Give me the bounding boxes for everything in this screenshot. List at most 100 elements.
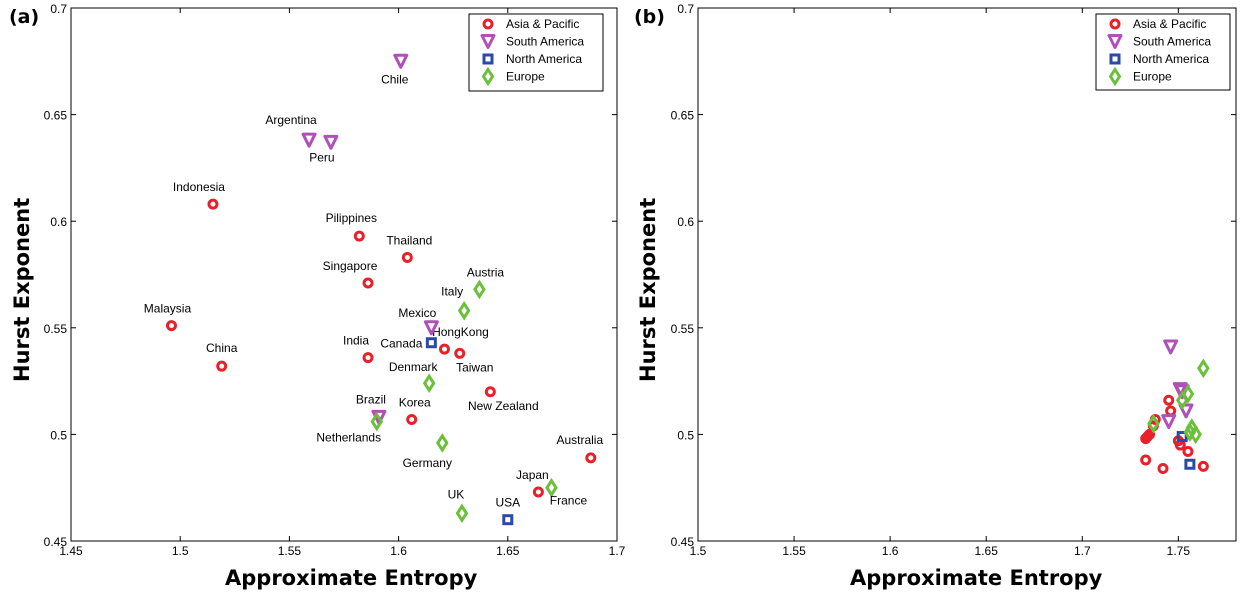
data-point-a [362,352,374,364]
point-label-a: Chile [381,72,409,86]
x-tick-label-a: 1.6 [390,544,407,558]
point-label-a: India [343,334,369,348]
data-point-b [1182,445,1194,457]
point-label-a: Australia [556,433,603,447]
panel-label-a: (a) [9,6,40,28]
data-point-a [370,411,384,432]
panel-label-b: (b) [634,6,665,28]
plot-frame-b [697,7,1237,542]
legend-marker-a [482,18,494,30]
plot-frame-a [70,7,618,542]
x-axis-label-a: Approximate Entropy [225,566,478,590]
data-point-b [1175,390,1189,411]
y-tick-label-b: 0.55 [671,322,695,336]
data-point-b [1161,414,1177,430]
point-label-a: Peru [309,150,334,164]
point-label-a: Singapore [323,259,378,273]
point-label-a: Japan [516,468,549,482]
x-tick-label-b: 1.65 [975,544,999,558]
data-point-a [502,514,514,526]
x-tick-label-b: 1.55 [782,544,806,558]
legend-marker-b [1107,34,1123,49]
x-tick-label-a: 1.7 [609,544,626,558]
data-point-a [435,433,449,453]
legend-marker-a [482,53,494,65]
y-tick-label-b: 0.6 [677,215,694,229]
data-point-a [353,230,365,242]
point-label-a: France [550,494,588,508]
data-point-a [545,477,558,498]
data-point-a [362,277,374,289]
data-point-a [406,413,418,425]
legend-label-b: North America [1133,52,1209,66]
legend-label-a: Asia & Pacific [506,17,579,31]
point-label-a: Austria [467,265,505,279]
y-tick-label-b: 0.45 [671,535,695,549]
legend-marker-b [1108,66,1122,87]
y-tick-label-a: 0.45 [44,535,68,549]
data-point-a [457,300,471,321]
data-point-a [532,486,544,498]
point-label-a: China [206,341,238,355]
legend-marker-b [1109,53,1121,65]
y-tick-label-b: 0.7 [677,2,694,16]
data-point-a [423,320,439,336]
data-point-a [422,373,436,394]
y-tick-label-a: 0.5 [50,428,67,442]
x-tick-label-a: 1.55 [278,544,302,558]
point-label-a: Pilippines [326,211,377,225]
data-point-a [323,134,339,150]
y-tick-label-b: 0.65 [671,109,695,123]
point-label-a: Mexico [398,306,436,320]
data-point-b [1140,454,1152,466]
point-label-a: USA [495,496,520,510]
x-tick-label-a: 1.45 [59,544,83,558]
x-tick-label-a: 1.65 [496,544,520,558]
y-tick-label-a: 0.6 [50,215,67,229]
point-label-a: Germany [403,456,452,470]
data-point-a [438,343,450,355]
data-point-a [425,337,437,349]
data-point-b [1163,394,1175,406]
data-point-a [207,198,219,210]
legend-label-a: South America [506,35,584,49]
point-label-a: New Zealand [468,399,539,413]
point-label-a: Indonesia [173,180,225,194]
legend-marker-b [1109,18,1121,30]
data-point-a [401,251,413,263]
data-point-b [1176,431,1188,443]
point-label-a: Italy [441,285,463,299]
legend-label-b: Asia & Pacific [1133,17,1206,31]
point-label-a: Argentina [265,113,317,127]
point-label-a: Taiwan [456,360,493,374]
data-point-b [1147,413,1160,434]
x-tick-label-b: 1.6 [882,544,899,558]
point-label-a: Netherlands [316,431,381,445]
data-point-a [455,503,469,524]
x-tick-label-b: 1.7 [1074,544,1091,558]
legend-label-a: Europe [506,70,545,84]
point-label-a: Thailand [386,233,432,247]
point-label-a: UK [448,487,465,501]
data-point-a [301,132,317,148]
legend-marker-a [481,66,495,87]
data-point-a [165,320,177,332]
y-tick-label-b: 0.5 [677,428,694,442]
y-tick-label-a: 0.65 [44,109,68,123]
data-point-b [1184,458,1196,470]
point-label-a: Denmark [389,360,439,374]
point-label-a: Korea [399,395,431,409]
data-point-a [454,347,466,359]
data-point-b [1178,403,1194,419]
legend-marker-a [480,34,496,49]
x-tick-label-b: 1.5 [690,544,707,558]
data-point-b [1197,460,1209,472]
data-point-b [1189,424,1202,445]
data-point-b [1144,428,1156,440]
data-point-b [1197,358,1210,379]
data-point-b [1163,339,1179,355]
legend-label-b: Europe [1133,70,1172,84]
x-axis-label-b: Approximate Entropy [850,566,1103,590]
